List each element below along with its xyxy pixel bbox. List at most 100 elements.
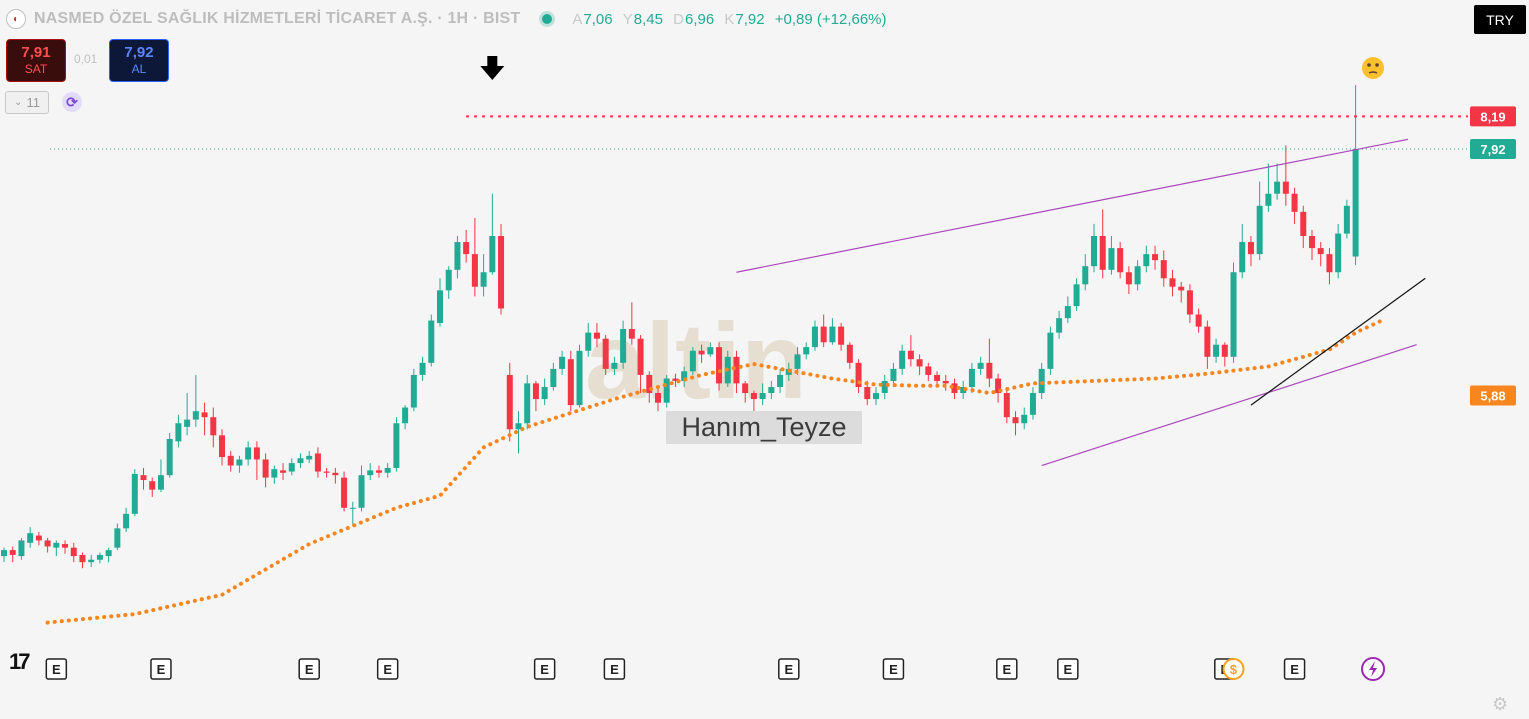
- candle: [942, 374, 949, 391]
- candle: [349, 501, 356, 526]
- emoji-eye: [1375, 63, 1379, 67]
- earnings-marker[interactable]: E: [533, 658, 556, 680]
- candle: [550, 362, 557, 391]
- emoji-mouth: [1368, 71, 1378, 74]
- earnings-marker[interactable]: E: [150, 658, 172, 680]
- refresh-icon[interactable]: ⟳: [62, 92, 82, 112]
- candle: [707, 342, 714, 357]
- candle-body: [262, 459, 269, 478]
- candle: [166, 432, 173, 478]
- candle-body: [297, 458, 304, 464]
- candle-body: [157, 475, 164, 490]
- candle: [873, 387, 879, 406]
- earnings-marker[interactable]: E: [45, 658, 68, 680]
- candle: [576, 344, 583, 408]
- candle-body: [1134, 266, 1141, 285]
- candle-body: [114, 528, 121, 548]
- earnings-marker-box: [1057, 658, 1079, 680]
- candle-body: [35, 535, 42, 541]
- price-axis-label: 5,88: [1470, 385, 1516, 406]
- candle: [506, 362, 513, 442]
- earnings-marker[interactable]: E: [298, 658, 320, 680]
- candle-body: [184, 419, 191, 427]
- price-axis-label-text: 5,88: [1480, 388, 1505, 403]
- price-axis-label: 7,92: [1470, 139, 1516, 160]
- candle: [1265, 163, 1272, 212]
- candle: [1047, 326, 1054, 375]
- candle: [498, 223, 505, 315]
- sell-label: SAT: [24, 62, 48, 76]
- candle-body: [541, 387, 548, 400]
- tradingview-logo-icon[interactable]: 17: [9, 649, 31, 674]
- candle: [1169, 269, 1176, 297]
- candle: [245, 441, 252, 466]
- gear-icon[interactable]: ⚙: [1492, 694, 1509, 714]
- candle-body: [236, 459, 243, 466]
- earnings-marker[interactable]: E: [996, 658, 1018, 680]
- moving-average-line: [45, 318, 1384, 625]
- candle: [899, 344, 906, 375]
- currency-button[interactable]: TRY: [1474, 5, 1526, 34]
- candle-body: [1073, 284, 1080, 307]
- candle-body: [140, 475, 147, 481]
- candle-body: [314, 453, 321, 472]
- earnings-marker-label: E: [52, 662, 61, 677]
- candle-body: [419, 362, 426, 375]
- earnings-marker-label: E: [610, 662, 619, 677]
- candle: [1178, 281, 1185, 303]
- candle-body: [393, 423, 400, 468]
- ohlc-low-key: D: [673, 10, 684, 28]
- candle-body: [88, 559, 95, 563]
- earnings-marker[interactable]: E: [882, 658, 905, 680]
- candle-body: [1213, 344, 1220, 357]
- candle: [123, 507, 130, 532]
- candle-body: [1195, 314, 1202, 327]
- earnings-marker-box: [778, 658, 800, 680]
- earnings-marker-box: [45, 658, 68, 680]
- candle: [1186, 284, 1193, 323]
- earnings-marker[interactable]: E: [376, 658, 399, 680]
- candle-body: [1152, 254, 1159, 261]
- candle-body: [375, 470, 382, 473]
- symbol-title[interactable]: NASMED ÖZEL SAĞLIK HİZMETLERİ TİCARET A.…: [34, 10, 521, 27]
- indicators-collapse-button[interactable]: ⌄ 11: [5, 91, 49, 114]
- candle-body: [506, 374, 513, 430]
- candle-body: [1230, 272, 1237, 357]
- candle: [1038, 362, 1045, 400]
- candle-body: [628, 329, 635, 339]
- candle: [18, 538, 25, 560]
- candle-body: [864, 387, 871, 400]
- candle-body: [742, 383, 749, 394]
- candle: [637, 335, 644, 394]
- dividend-label: $: [1230, 662, 1238, 677]
- candle-body: [70, 547, 77, 557]
- candle-body: [899, 350, 906, 369]
- candle-body: [1012, 417, 1019, 424]
- candle: [323, 467, 330, 478]
- candle-body: [750, 393, 757, 400]
- candle-body: [131, 473, 138, 514]
- earnings-marker[interactable]: E: [1283, 658, 1306, 680]
- candle: [1204, 320, 1211, 369]
- candle-body: [820, 326, 827, 343]
- dividend-icon: [1222, 658, 1245, 680]
- buy-button[interactable]: 7,92 AL: [109, 39, 169, 82]
- candle: [1073, 278, 1080, 311]
- earnings-marker[interactable]: E: [603, 658, 626, 680]
- price-axis-label: 8,19: [1470, 106, 1516, 127]
- candle-body: [1108, 248, 1115, 270]
- candle: [1152, 245, 1159, 270]
- candle: [297, 453, 304, 468]
- candle-body: [219, 435, 225, 458]
- candle: [541, 378, 548, 406]
- candle: [515, 411, 522, 454]
- earnings-marker[interactable]: E: [778, 658, 800, 680]
- candle-body: [794, 354, 801, 369]
- candle: [960, 380, 967, 400]
- sell-button[interactable]: 7,91 SAT: [6, 39, 66, 82]
- candle-body: [437, 290, 443, 323]
- earnings-marker[interactable]: E: [1057, 658, 1079, 680]
- candle-body: [9, 550, 16, 555]
- candle-body: [1117, 248, 1124, 273]
